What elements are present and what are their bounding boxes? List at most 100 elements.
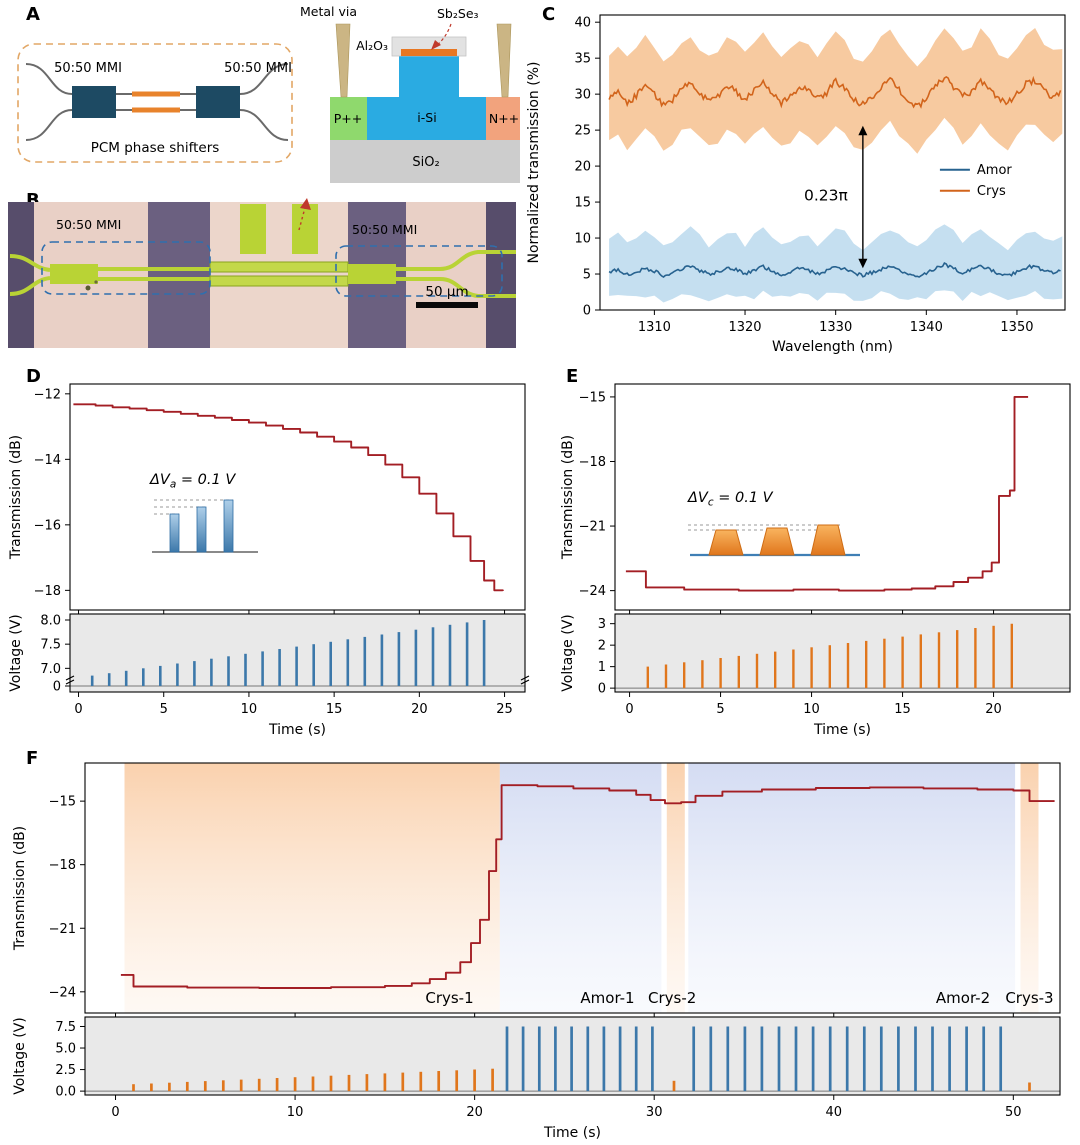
al2o3-label: Al₂O₃ xyxy=(356,38,388,53)
phase-region-crys xyxy=(666,763,685,1013)
transmission-axis-label: Transmission (dB) xyxy=(8,435,24,560)
n-region-label: N++ xyxy=(489,111,519,126)
waveguide-input-bottom xyxy=(25,109,73,141)
x-tick-label: 30 xyxy=(646,1105,663,1120)
dust-speck xyxy=(94,280,98,284)
x-tick-label: 1340 xyxy=(910,320,943,335)
y-tick-label: −21 xyxy=(579,520,606,535)
legend-label: Amor xyxy=(977,163,1013,178)
sb2se3-label: Sb₂Se₃ xyxy=(437,6,479,21)
axis-break-icon xyxy=(65,675,75,681)
p-doped-region xyxy=(330,97,367,140)
sb2se3-layer xyxy=(401,49,457,56)
transmission-trace xyxy=(625,395,1029,592)
amor-line xyxy=(608,262,1061,278)
mmi-outline-right xyxy=(335,245,503,297)
y-tick-label: 30 xyxy=(574,88,591,103)
y-tick-label: 5 xyxy=(583,268,591,283)
y-tick-label: −16 xyxy=(34,518,61,533)
transmission-frame xyxy=(84,762,1061,1014)
metal-via-label: Metal via xyxy=(300,4,357,19)
mmi-coupler-right xyxy=(196,86,240,118)
y-tick-label: 3 xyxy=(598,617,606,632)
amorphization-pulse-icon xyxy=(223,499,234,553)
x-axis-label: Time (s) xyxy=(268,722,326,738)
crys-line xyxy=(608,75,1062,109)
y-tick-label: 0 xyxy=(53,680,61,695)
region-label: Amor-2 xyxy=(936,989,990,1007)
dust-speck xyxy=(85,285,91,291)
mmi-right-label: 50:50 MMI xyxy=(224,61,292,76)
amorphization-pulse-icon xyxy=(196,506,207,553)
micrograph-pads xyxy=(8,202,516,348)
x-tick-label: 1310 xyxy=(638,320,671,335)
waveguide-structures xyxy=(9,204,516,298)
region-label: Crys-1 xyxy=(425,989,473,1007)
y-tick-label: 7.0 xyxy=(40,662,61,677)
metal-via-left xyxy=(335,23,351,98)
panel-c-chart: 0 5 10 15 20 25 30 35 40 1310 1320 1330 1340 1350 Wave… xyxy=(526,14,1066,355)
y-tick-label: 20 xyxy=(574,160,591,175)
axis-break-icon xyxy=(520,679,530,685)
y-tick-label: 7.5 xyxy=(55,1020,76,1035)
panel-f-chart: Crys-1 Amor-1 Crys-2 Amor-2 Crys-3 −15 −18 −21 −… xyxy=(12,762,1061,1141)
inset-label: ΔVa = 0.1 V xyxy=(149,472,236,491)
cross-section: Metal via Sb₂Se₃ Al₂O₃ P++ i-Si N++ SiO₂ xyxy=(300,4,520,183)
transmission-trace xyxy=(120,784,1055,989)
x-tick-label: 20 xyxy=(411,702,428,717)
plot-frame xyxy=(599,14,1066,311)
crystallization-pulse-icon xyxy=(708,529,744,556)
y-tick-label: −18 xyxy=(579,455,606,470)
zoom-arrow-head xyxy=(300,198,311,210)
mzi-schematic: 50:50 MMI 50:50 MMI PCM phase shifters xyxy=(17,43,293,163)
y-tick-label: −15 xyxy=(49,795,76,810)
sio2-label: SiO₂ xyxy=(412,155,439,170)
x-tick-label: 1320 xyxy=(728,320,761,335)
voltage-frame xyxy=(614,613,1071,693)
x-axis-label: Time (s) xyxy=(813,722,871,738)
y-tick-label: 0.0 xyxy=(55,1085,76,1100)
voltage-frame xyxy=(69,613,526,693)
y-tick-label: 10 xyxy=(574,232,591,247)
phase-region-amor xyxy=(688,763,1016,1013)
y-tick-label: 7.5 xyxy=(40,638,61,653)
region-label: Crys-3 xyxy=(1005,989,1053,1007)
si-rib xyxy=(399,56,459,97)
panel-a-schematic: 50:50 MMI 50:50 MMI PCM phase shifters M… xyxy=(17,4,520,183)
axis-break-icon xyxy=(65,679,75,685)
inset-label: ΔVc = 0.1 V xyxy=(687,490,774,509)
sb2se3-arrowhead xyxy=(431,40,441,50)
y-tick-label: 1 xyxy=(598,660,606,675)
y-tick-label: −18 xyxy=(49,858,76,873)
x-tick-label: 40 xyxy=(825,1105,842,1120)
y-tick-label: −24 xyxy=(579,584,606,599)
panel-d-chart: −12 −14 −16 −18 Transmission (dB) 0 7.0 7.5 8.0 0… xyxy=(8,383,530,738)
mmi-coupler-left xyxy=(72,86,116,118)
x-tick-label: 20 xyxy=(466,1105,483,1120)
transmission-trace xyxy=(73,403,504,592)
voltage-axis-label: Voltage (V) xyxy=(12,1017,28,1094)
mmi-b-left-label: 50:50 MMI xyxy=(56,217,121,232)
si-slab xyxy=(367,97,486,140)
y-tick-label: 0 xyxy=(583,304,591,319)
x-tick-label: 15 xyxy=(894,702,911,717)
y-tick-label: 35 xyxy=(574,52,591,67)
voltage-axis-label: Voltage (V) xyxy=(8,614,24,691)
panel-label-f: F xyxy=(26,748,39,769)
x-tick-label: 15 xyxy=(326,702,343,717)
x-tick-label: 1330 xyxy=(819,320,852,335)
y-tick-label: −24 xyxy=(49,985,76,1000)
n-doped-region xyxy=(486,97,520,140)
panel-label-a: A xyxy=(26,4,40,25)
y-tick-label: 5.0 xyxy=(55,1042,76,1057)
y-axis-label: Normalized transmission (%) xyxy=(526,62,542,264)
amorphization-pulse-icon xyxy=(169,513,180,553)
mmi-b-right-label: 50:50 MMI xyxy=(352,222,417,237)
y-tick-label: 8.0 xyxy=(40,614,61,629)
amor-band xyxy=(609,224,1063,303)
y-tick-label: 0 xyxy=(598,682,606,697)
transmission-frame xyxy=(69,383,526,611)
voltage-axis-label: Voltage (V) xyxy=(560,614,576,691)
x-tick-label: 5 xyxy=(716,702,724,717)
phase-annotation: 0.23π xyxy=(804,187,848,205)
